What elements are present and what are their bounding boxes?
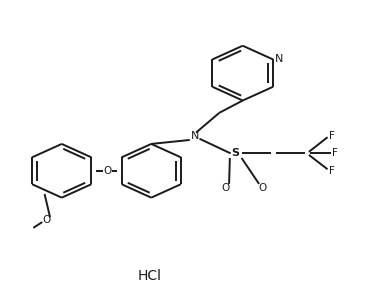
Text: F: F — [332, 148, 338, 158]
Text: S: S — [232, 148, 240, 158]
Text: N: N — [191, 131, 199, 141]
Text: O: O — [221, 183, 229, 192]
Text: HCl: HCl — [137, 269, 161, 283]
Text: F: F — [328, 131, 334, 141]
Text: F: F — [328, 166, 334, 176]
Text: O: O — [42, 215, 50, 225]
Text: O: O — [258, 183, 266, 192]
Text: N: N — [275, 54, 283, 64]
Text: O: O — [103, 166, 111, 176]
